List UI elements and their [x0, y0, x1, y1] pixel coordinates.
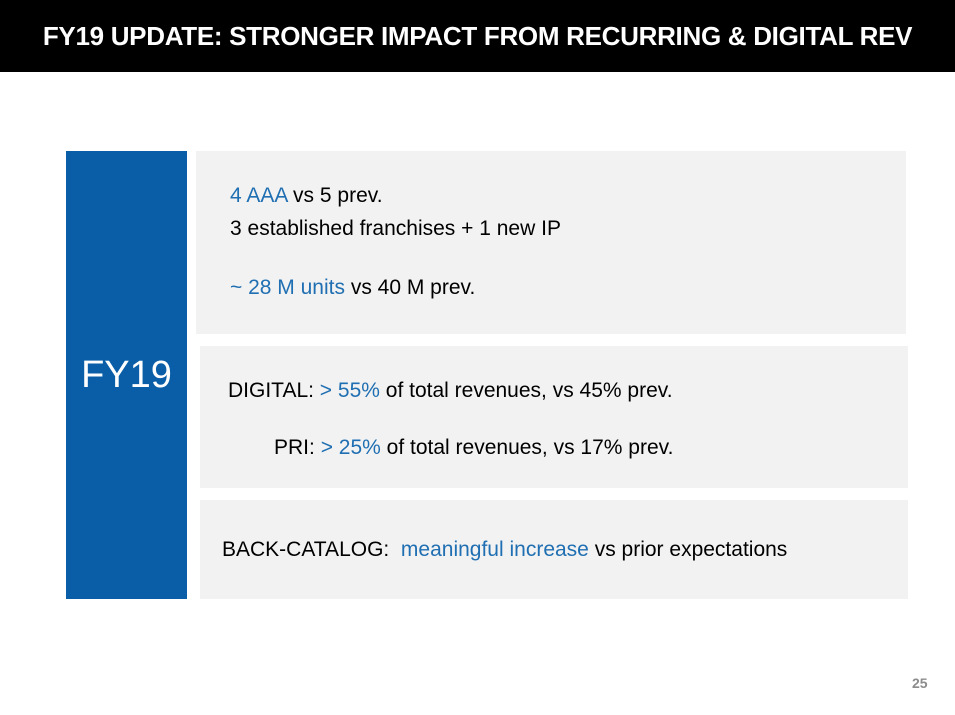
digital-prefix: DIGITAL: — [228, 379, 320, 402]
units-line: ~ 28 M units vs 40 M prev. — [230, 276, 475, 300]
pri-line: PRI: > 25% of total revenues, vs 17% pre… — [274, 436, 673, 460]
units-rest: vs 40 M prev. — [344, 276, 476, 299]
franchises-line: 3 established franchises + 1 new IP — [230, 217, 561, 240]
back-catalog-panel: BACK-CATALOG: meaningful increase vs pri… — [200, 500, 908, 599]
digital-highlight: > 55% — [319, 379, 380, 402]
back-catalog-rest: vs prior expectations — [588, 538, 788, 561]
page-number: 25 — [912, 675, 928, 691]
digital-rest: of total revenues, vs 45% prev. — [379, 379, 673, 402]
pri-prefix: PRI: — [274, 436, 321, 459]
pri-highlight: > 25% — [320, 436, 381, 459]
aaa-highlight: 4 AAA — [230, 184, 288, 207]
back-catalog-prefix: BACK-CATALOG: — [222, 538, 401, 561]
back-catalog-highlight: meaningful increase — [400, 538, 589, 561]
aaa-rest: vs 5 prev. — [287, 184, 383, 207]
back-catalog-line: BACK-CATALOG: meaningful increase vs pri… — [222, 538, 787, 562]
digital-panel: DIGITAL: > 55% of total revenues, vs 45%… — [200, 346, 908, 488]
slide-title-text: FY19 UPDATE: STRONGER IMPACT FROM RECURR… — [42, 20, 913, 51]
digital-line: DIGITAL: > 55% of total revenues, vs 45%… — [228, 379, 673, 403]
slide-title: FY19 UPDATE: STRONGER IMPACT FROM RECURR… — [0, 0, 955, 72]
fy-label: FY19 — [81, 353, 172, 396]
aaa-line: 4 AAA vs 5 prev. — [230, 184, 383, 208]
units-highlight: ~ 28 M units — [230, 276, 345, 299]
pri-rest: of total revenues, vs 17% prev. — [380, 436, 674, 459]
fy-label-block: FY19 — [66, 151, 187, 599]
units-panel: 4 AAA vs 5 prev. 3 established franchise… — [196, 151, 906, 334]
